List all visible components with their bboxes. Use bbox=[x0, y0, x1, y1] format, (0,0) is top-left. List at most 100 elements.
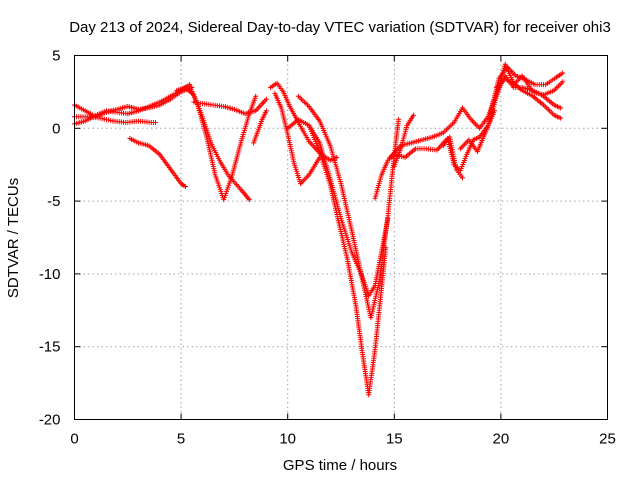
data-point bbox=[299, 183, 302, 185]
data-point bbox=[308, 105, 310, 108]
data-point bbox=[227, 174, 229, 176]
data-point bbox=[176, 89, 178, 92]
data-point bbox=[532, 95, 534, 97]
data-point bbox=[412, 114, 415, 116]
series-arc-16 bbox=[391, 112, 416, 169]
data-point bbox=[265, 98, 267, 100]
x-tick-label: 15 bbox=[386, 431, 403, 448]
data-point bbox=[338, 222, 340, 224]
data-point bbox=[351, 251, 353, 253]
data-point bbox=[393, 165, 395, 167]
data-point bbox=[521, 75, 523, 77]
data-point bbox=[470, 118, 472, 121]
data-point bbox=[485, 130, 487, 132]
data-point bbox=[231, 174, 233, 176]
data-point bbox=[478, 127, 481, 129]
data-point bbox=[206, 136, 208, 138]
series-markers bbox=[127, 136, 188, 189]
data-point bbox=[387, 159, 389, 161]
y-tick-label: -15 bbox=[39, 339, 61, 356]
data-point bbox=[455, 168, 457, 170]
series-arc-4 bbox=[127, 136, 188, 189]
y-axis-label: SDTVAR / TECUs bbox=[5, 178, 22, 298]
data-point bbox=[137, 110, 140, 112]
data-point bbox=[282, 91, 285, 93]
y-tick-label: 0 bbox=[52, 120, 60, 137]
data-point bbox=[297, 95, 299, 97]
data-point bbox=[487, 116, 489, 118]
y-tick-label: -10 bbox=[39, 266, 61, 283]
data-point bbox=[466, 153, 468, 156]
data-point bbox=[127, 113, 129, 115]
data-point bbox=[498, 78, 500, 80]
data-point bbox=[351, 229, 353, 231]
data-point bbox=[545, 84, 547, 86]
data-point bbox=[297, 118, 299, 121]
data-point bbox=[361, 279, 363, 281]
data-point bbox=[274, 92, 276, 94]
data-point bbox=[410, 142, 412, 144]
data-point bbox=[397, 118, 400, 121]
grid bbox=[74, 55, 608, 420]
data-point bbox=[442, 132, 444, 134]
data-point bbox=[287, 127, 289, 129]
data-point bbox=[319, 150, 321, 153]
data-point bbox=[261, 118, 263, 121]
data-point bbox=[436, 149, 438, 151]
data-point bbox=[370, 316, 372, 319]
data-point bbox=[218, 159, 221, 161]
data-point bbox=[555, 76, 557, 78]
data-point bbox=[515, 75, 517, 77]
data-point bbox=[137, 120, 140, 122]
data-point bbox=[233, 108, 235, 110]
data-point bbox=[553, 114, 555, 116]
x-axis-label: GPS time / hours bbox=[283, 457, 397, 474]
data-point bbox=[387, 215, 389, 217]
data-point bbox=[559, 107, 562, 109]
x-tick-label: 25 bbox=[599, 431, 616, 448]
data-point bbox=[380, 287, 383, 290]
data-point bbox=[329, 159, 331, 161]
data-point bbox=[400, 148, 402, 150]
data-point bbox=[255, 110, 257, 112]
x-tick-label: 0 bbox=[70, 431, 78, 448]
series-arc-19 bbox=[457, 108, 497, 155]
data-point bbox=[562, 81, 564, 83]
data-point bbox=[308, 140, 310, 143]
data-point bbox=[459, 169, 461, 172]
data-point bbox=[449, 136, 451, 138]
plot-frame bbox=[74, 55, 608, 420]
data-point bbox=[461, 107, 464, 109]
data-point bbox=[453, 121, 455, 124]
series-arc-10 bbox=[272, 90, 323, 187]
data-point bbox=[99, 117, 101, 119]
data-point bbox=[542, 104, 545, 106]
data-point bbox=[169, 98, 172, 100]
data-point bbox=[532, 91, 534, 93]
data-point bbox=[125, 121, 127, 124]
series-arc-18 bbox=[494, 73, 566, 98]
data-point bbox=[374, 349, 376, 351]
series-arc-7 bbox=[191, 96, 269, 117]
data-point bbox=[159, 101, 161, 103]
data-point bbox=[476, 150, 479, 153]
data-point bbox=[127, 105, 129, 108]
data-point bbox=[308, 124, 310, 126]
data-point bbox=[84, 110, 86, 112]
data-point bbox=[184, 86, 186, 89]
data-point bbox=[240, 188, 242, 191]
series-arc-13 bbox=[306, 122, 389, 398]
data-point bbox=[184, 185, 186, 188]
data-point bbox=[374, 284, 376, 287]
x-tick-labels: 0 5 10 15 20 25 bbox=[70, 431, 616, 448]
data-point bbox=[442, 145, 444, 147]
data-point bbox=[287, 133, 289, 135]
y-tick-label: -5 bbox=[47, 193, 60, 210]
series-arc-11 bbox=[285, 117, 391, 299]
series-arc-20 bbox=[440, 134, 465, 181]
data-point bbox=[280, 107, 282, 109]
data-point bbox=[252, 142, 255, 144]
data-point bbox=[361, 351, 363, 354]
series-arc-8 bbox=[251, 108, 269, 146]
